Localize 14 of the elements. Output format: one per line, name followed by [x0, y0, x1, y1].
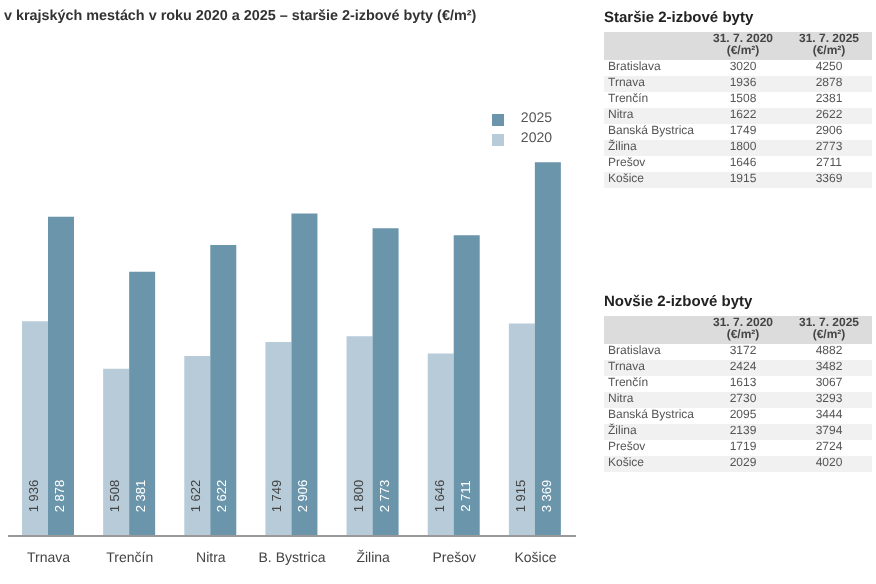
bar	[534, 162, 561, 536]
bar	[22, 321, 48, 536]
bar	[129, 271, 156, 536]
bar	[291, 213, 318, 536]
bar	[184, 356, 211, 536]
bar	[103, 368, 130, 536]
bar	[346, 336, 373, 536]
bar	[453, 235, 480, 536]
bar	[210, 245, 237, 536]
bar	[372, 228, 399, 536]
bar	[265, 341, 292, 536]
bar	[427, 353, 454, 536]
bar	[508, 323, 535, 536]
bar	[48, 216, 74, 536]
